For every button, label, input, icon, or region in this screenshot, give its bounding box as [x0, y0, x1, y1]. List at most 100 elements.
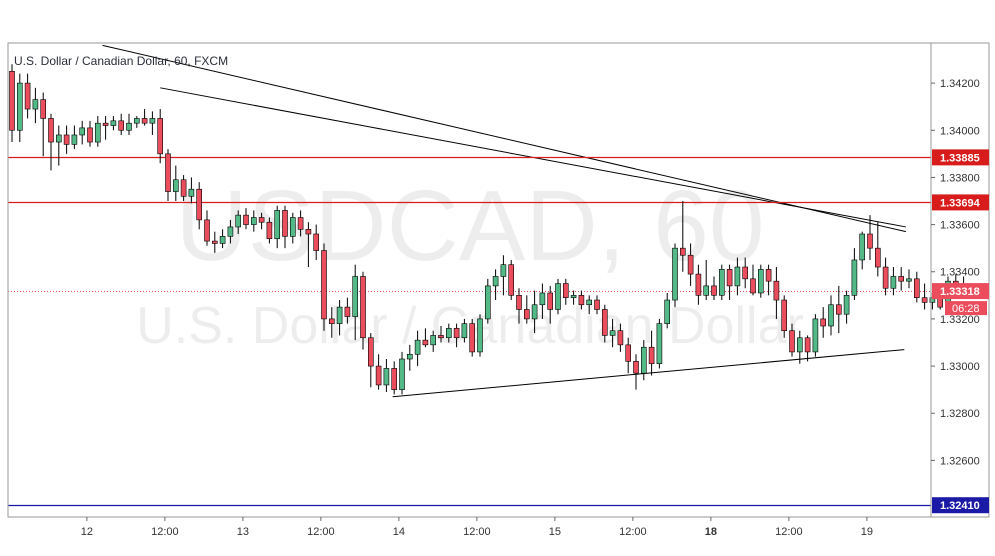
candle-body-23 [188, 188, 195, 197]
candle-body-74 [586, 299, 593, 306]
x-tick-label-8: 18 [705, 526, 717, 538]
candle-body-92 [726, 269, 733, 287]
countdown-label: 06:28 [952, 303, 980, 315]
candle-body-81 [640, 346, 647, 374]
candle-body-70 [555, 283, 561, 310]
candle-body-71 [562, 283, 569, 298]
candle-body-32 [258, 217, 265, 223]
candle-body-27 [219, 236, 226, 244]
candle-body-93 [734, 266, 741, 287]
candle-body-10 [87, 127, 93, 143]
x-tick-label-5: 12:00 [463, 526, 491, 538]
y-tick-label-5: 1.33600 [940, 220, 980, 232]
candle-body-15 [126, 122, 132, 131]
candle-body-54 [430, 335, 437, 346]
candle-body-36 [289, 217, 296, 237]
candle-body-117 [921, 297, 928, 303]
time-axis: 12 12:00 13 12:00 14 12:00 15 12:00 18 12:00 19 [81, 517, 873, 538]
candle-body-60 [477, 318, 483, 353]
y-tick-label-3: 1.33200 [940, 314, 980, 326]
candle-body-20 [165, 153, 171, 192]
candle-body-89 [703, 285, 710, 296]
candle-body-84 [664, 299, 671, 324]
candle-body-106 [835, 304, 842, 315]
candle-body-78 [617, 330, 624, 346]
candle-body-45 [360, 276, 366, 339]
candle-body-38 [305, 228, 312, 235]
candle-body-39 [313, 233, 320, 251]
level-label-0: 1.33885 [940, 152, 980, 164]
y-tick-label-1: 1.32800 [940, 408, 980, 420]
candle-body-102 [804, 337, 811, 353]
candle-body-91 [718, 269, 725, 296]
candle-body-17 [141, 118, 148, 124]
candle-body-88 [695, 273, 702, 296]
price-axis-border [930, 42, 990, 518]
candle-body-87 [687, 254, 694, 275]
candle-body-108 [851, 259, 858, 296]
candle-body-68 [539, 292, 546, 306]
level-label-1-bg [932, 194, 989, 211]
candle-body-37 [297, 217, 304, 230]
candle-body-66 [523, 309, 530, 320]
candle-body-51 [406, 353, 413, 360]
price-label-layer: 1.33885 1.33694 1.32410 1.33318 06:28 [932, 149, 989, 514]
candle-body-90 [711, 285, 717, 296]
candle-body-94 [742, 266, 749, 280]
candle-body-12 [102, 122, 109, 126]
candle-body-107 [843, 295, 850, 315]
candle-body-103 [812, 318, 819, 353]
candle-body-96 [757, 269, 764, 294]
candle-body-48 [383, 368, 390, 386]
candle-body-110 [867, 233, 873, 249]
candle-body-83 [656, 323, 663, 365]
candle-body-31 [251, 217, 257, 225]
candle-body-55 [438, 335, 444, 339]
candle-body-115 [906, 278, 912, 282]
x-tick-label-7: 12:00 [619, 526, 647, 538]
x-tick-label-10: 19 [861, 526, 873, 538]
candle-body-14 [118, 120, 124, 131]
y-tick-label-2: 1.33000 [940, 361, 980, 373]
watermark-symbol: USDCAD, 60 [175, 170, 764, 282]
level-label-2-bg [932, 497, 989, 514]
candle-body-114 [898, 276, 905, 282]
level-label-0-bg [932, 149, 989, 166]
candle-body-30 [243, 214, 249, 225]
candle-body-113 [890, 276, 897, 289]
candle-body-44 [352, 276, 359, 317]
x-tick-label-4: 14 [393, 526, 405, 538]
candle-body-26 [212, 240, 218, 244]
candle-body-0 [9, 70, 15, 131]
candle-body-52 [414, 339, 421, 355]
candle-body-99 [781, 299, 788, 332]
candle-body-101 [796, 337, 803, 353]
candle-body-50 [399, 358, 405, 390]
candle-body-80 [633, 361, 639, 374]
candle-body-47 [375, 365, 382, 386]
candle-body-85 [672, 247, 678, 301]
y-tick-label-4: 1.33400 [940, 267, 980, 279]
candle-body-56 [445, 328, 452, 339]
candle-body-13 [110, 120, 117, 126]
candle-body-64 [508, 264, 515, 296]
candle-body-59 [469, 323, 476, 353]
candle-body-62 [492, 276, 499, 287]
candle-body-98 [773, 280, 780, 301]
level-label-2: 1.32410 [940, 500, 980, 512]
candle-body-11 [95, 122, 101, 143]
level-label-1: 1.33694 [940, 197, 981, 209]
current-price-label-bg [932, 283, 989, 300]
candle-body-119 [937, 297, 944, 308]
current-price-label: 1.33318 [940, 286, 980, 298]
candle-body-86 [679, 247, 686, 256]
candle-body-67 [531, 304, 538, 320]
candle-body-111 [874, 247, 881, 268]
candle-body-5 [48, 118, 54, 143]
candle-body-40 [321, 250, 327, 320]
candle-body-24 [196, 188, 202, 221]
trendline-2 [392, 349, 905, 398]
candle-body-105 [828, 304, 834, 327]
candle-body-34 [274, 210, 281, 240]
